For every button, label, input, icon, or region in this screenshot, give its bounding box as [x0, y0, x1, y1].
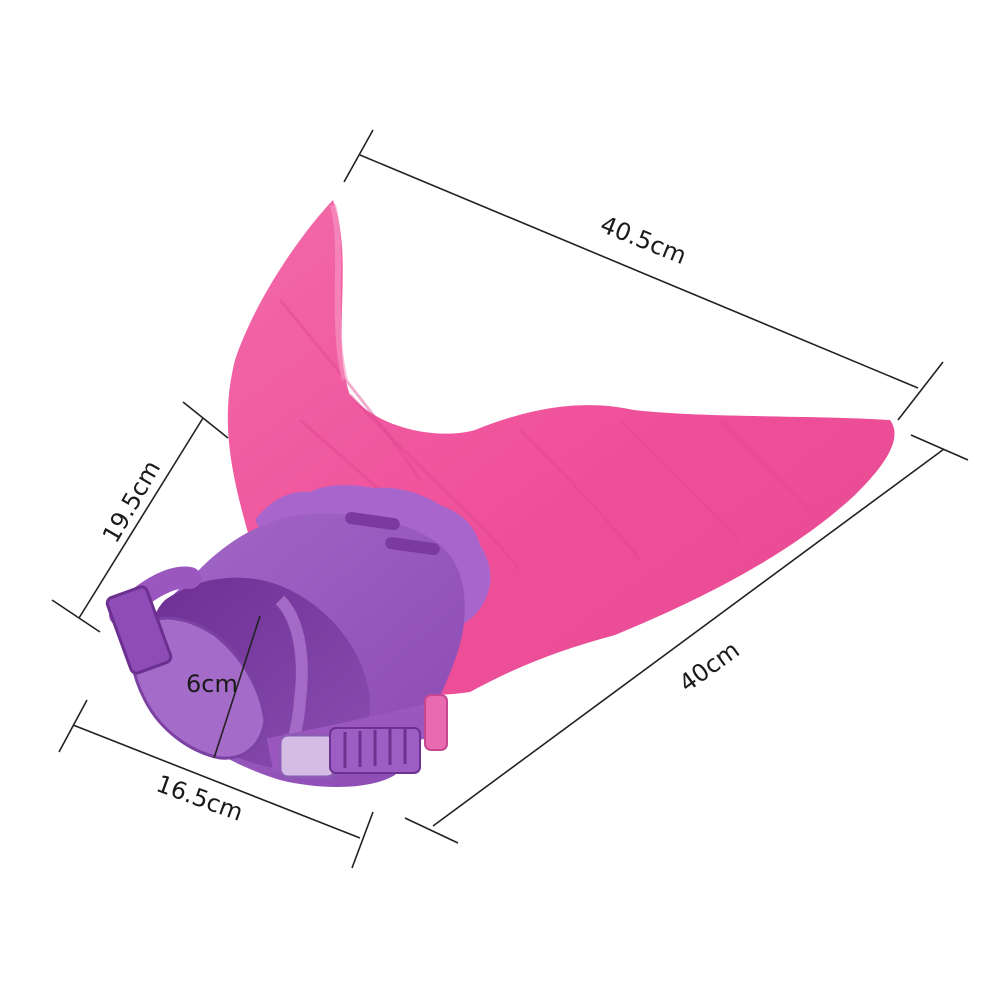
dim-tick	[182, 401, 229, 439]
dim-tick	[404, 817, 459, 844]
dim-line-left	[78, 417, 204, 619]
pocket-slot	[345, 512, 400, 531]
strap-clip-pink	[424, 694, 448, 751]
dimension-lines	[51, 129, 969, 869]
dim-label-top: 40.5cm	[596, 210, 690, 270]
strap-buckle-left	[105, 585, 173, 675]
dim-line-bottom	[72, 724, 361, 839]
strap-ratchet-teeth	[343, 728, 407, 768]
fin-highlight	[330, 204, 348, 381]
dim-tick	[351, 811, 374, 869]
strap-buckle-front	[278, 733, 337, 779]
pocket-slot	[385, 537, 440, 556]
dim-tick	[910, 434, 969, 461]
dim-label-opening: 6cm	[186, 670, 238, 698]
fin-rib	[518, 428, 642, 561]
dim-tick	[343, 129, 374, 183]
dim-line-top	[359, 154, 919, 389]
dim-tick	[58, 699, 88, 753]
dim-tick	[51, 599, 101, 633]
dim-label-bottom: 16.5cm	[153, 770, 247, 827]
fin-rib	[718, 418, 812, 512]
dim-label-right: 40cm	[674, 636, 745, 698]
dim-tick	[897, 361, 944, 421]
fin-rib	[278, 299, 422, 481]
strap	[105, 566, 448, 779]
fin-rib	[618, 418, 742, 542]
dim-line-right	[432, 448, 945, 827]
fin-rib	[348, 393, 522, 571]
dim-line-opening	[213, 615, 261, 759]
